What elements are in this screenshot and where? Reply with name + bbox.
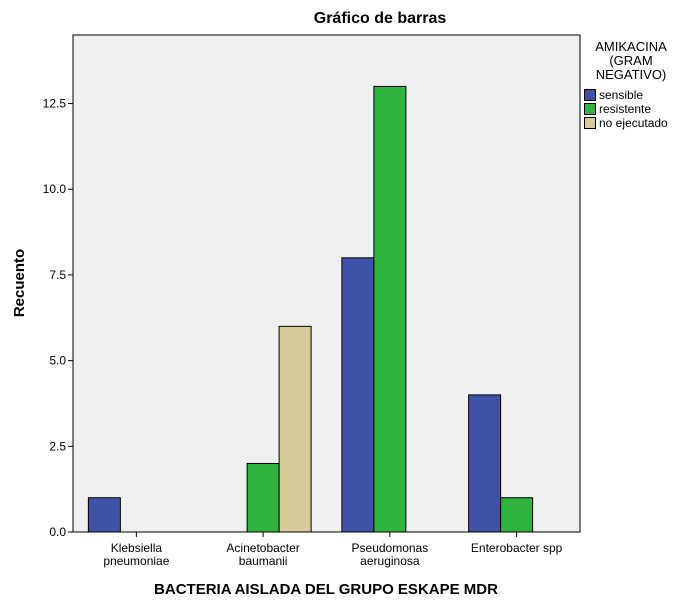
legend-swatch <box>584 117 596 129</box>
y-tick-label: 5.0 <box>49 354 66 368</box>
bar-sensible <box>341 257 375 533</box>
x-tick-label: Pseudomonas <box>352 541 429 555</box>
x-tick-label: Acinetobacter <box>226 541 299 555</box>
y-tick-label: 7.5 <box>49 268 66 282</box>
y-axis-label: Recuento <box>11 249 28 317</box>
x-tick-label: pneumoniae <box>103 554 169 568</box>
y-tick-label: 10.0 <box>43 182 67 196</box>
legend-item: sensible <box>584 88 678 102</box>
chart-title: Gráfico de barras <box>314 10 447 27</box>
plot-area <box>72 34 581 533</box>
legend-items: sensible resistente no ejecutado <box>584 88 678 130</box>
x-axis-label: BACTERIA AISLADA DEL GRUPO ESKAPE MDR <box>154 581 498 598</box>
bar-resistente <box>500 497 534 533</box>
legend-swatch <box>584 89 596 101</box>
bar-resistente <box>246 462 280 533</box>
bar-sensible <box>87 497 121 533</box>
legend-item: no ejecutado <box>584 116 678 130</box>
bar-no-ejecutado <box>278 325 312 533</box>
y-axis: 0.0 2.5 5.0 7.5 10.0 12.5 <box>43 97 73 539</box>
bars-group <box>87 85 534 533</box>
y-tick-label: 12.5 <box>43 97 67 111</box>
legend: AMIKACINA (GRAM NEGATIVO) sensible resist… <box>584 40 678 130</box>
legend-label: sensible <box>599 88 644 102</box>
legend-label: resistente <box>599 102 652 116</box>
legend-label: no ejecutado <box>599 116 668 130</box>
bar-resistente <box>373 85 407 533</box>
legend-swatch <box>584 103 596 115</box>
bar-sensible <box>468 394 502 533</box>
x-tick-label: Enterobacter spp <box>471 541 563 555</box>
y-tick-label: 2.5 <box>49 439 66 453</box>
legend-item: resistente <box>584 102 678 116</box>
x-tick-label: aeruginosa <box>360 554 420 568</box>
x-tick-label: Klebsiella <box>111 541 163 555</box>
x-tick-label: baumanii <box>239 554 288 568</box>
legend-title: AMIKACINA (GRAM NEGATIVO) <box>595 39 667 82</box>
y-tick-label: 0.0 <box>49 525 66 539</box>
